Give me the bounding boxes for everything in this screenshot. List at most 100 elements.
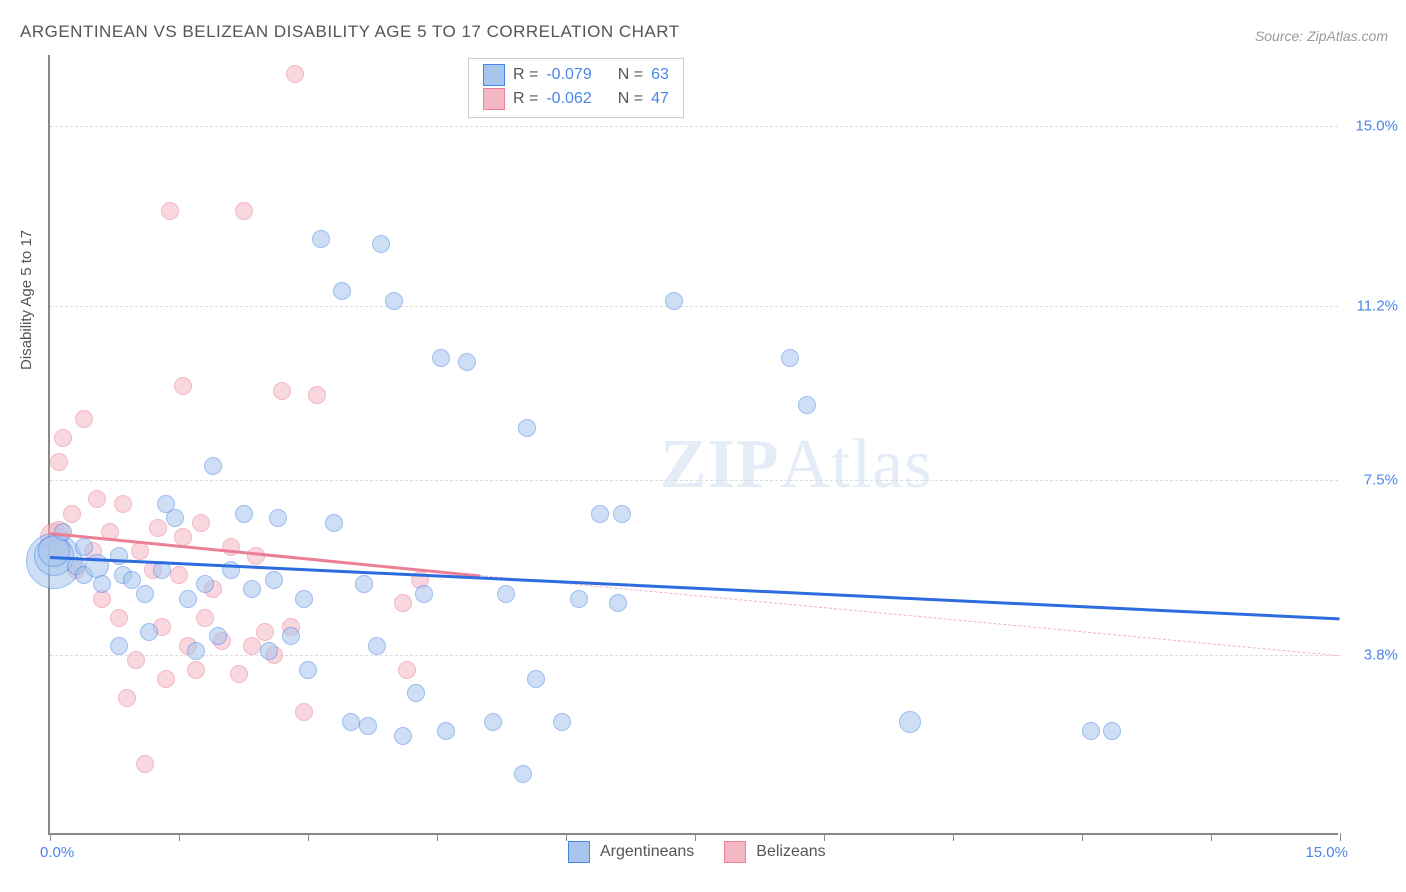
data-point [243, 580, 261, 598]
data-point [88, 490, 106, 508]
data-point [161, 202, 179, 220]
data-point [394, 594, 412, 612]
data-point [204, 457, 222, 475]
data-point [174, 528, 192, 546]
data-point [136, 755, 154, 773]
data-point [333, 282, 351, 300]
data-point [269, 509, 287, 527]
x-tick [695, 833, 696, 841]
data-point [407, 684, 425, 702]
data-point [299, 661, 317, 679]
n-label: N = [618, 90, 643, 108]
x-tick [437, 833, 438, 841]
data-point [527, 670, 545, 688]
data-point [63, 505, 81, 523]
chart-container: ARGENTINEAN VS BELIZEAN DISABILITY AGE 5… [0, 0, 1406, 892]
data-point [114, 495, 132, 513]
data-point [187, 661, 205, 679]
data-point [235, 505, 253, 523]
n-label: N = [618, 66, 643, 84]
watermark-suffix: Atlas [780, 426, 933, 503]
data-point [665, 292, 683, 310]
gridline [50, 126, 1338, 127]
stat-row: R = -0.079 N = 63 [483, 63, 669, 87]
data-point [372, 235, 390, 253]
data-point [355, 575, 373, 593]
data-point [518, 419, 536, 437]
data-point [282, 627, 300, 645]
data-point [54, 429, 72, 447]
data-point [118, 689, 136, 707]
watermark-text: ZIPAtlas [660, 425, 932, 505]
data-point [192, 514, 210, 532]
data-point [295, 703, 313, 721]
legend-swatch-icon [483, 64, 505, 86]
data-point [385, 292, 403, 310]
legend-swatch-icon [483, 88, 505, 110]
data-point [243, 637, 261, 655]
data-point [394, 727, 412, 745]
legend: ArgentineansBelizeans [568, 841, 846, 863]
data-point [179, 590, 197, 608]
watermark-prefix: ZIP [660, 426, 780, 503]
data-point [157, 495, 175, 513]
gridline [50, 480, 1338, 481]
n-value: 63 [651, 66, 669, 84]
legend-swatch-icon [568, 841, 590, 863]
x-tick [1211, 833, 1212, 841]
data-point [209, 627, 227, 645]
data-point [136, 585, 154, 603]
data-point [265, 571, 283, 589]
data-point [308, 386, 326, 404]
data-point [50, 453, 68, 471]
x-tick [953, 833, 954, 841]
data-point [1082, 722, 1100, 740]
data-point [432, 349, 450, 367]
gridline [50, 306, 1338, 307]
data-point [75, 538, 93, 556]
y-tick-label: 11.2% [1357, 297, 1398, 314]
data-point [398, 661, 416, 679]
y-tick-label: 7.5% [1364, 472, 1398, 489]
data-point [187, 642, 205, 660]
data-point [149, 519, 167, 537]
data-point [899, 711, 921, 733]
r-label: R = [513, 66, 538, 84]
data-point [295, 590, 313, 608]
legend-label: Argentineans [600, 843, 694, 861]
chart-title: ARGENTINEAN VS BELIZEAN DISABILITY AGE 5… [20, 22, 680, 42]
x-tick [566, 833, 567, 841]
data-point [131, 542, 149, 560]
data-point [458, 353, 476, 371]
r-value: -0.079 [546, 66, 591, 84]
stat-box: R = -0.079 N = 63 R = -0.062 N = 47 [468, 58, 684, 118]
data-point [260, 642, 278, 660]
data-point [174, 377, 192, 395]
data-point [368, 637, 386, 655]
source-attribution: Source: ZipAtlas.com [1255, 28, 1388, 44]
data-point [196, 609, 214, 627]
x-axis-max-label: 15.0% [1305, 844, 1348, 861]
data-point [359, 717, 377, 735]
data-point [110, 609, 128, 627]
data-point [609, 594, 627, 612]
data-point [170, 566, 188, 584]
data-point [484, 713, 502, 731]
y-tick-label: 15.0% [1355, 117, 1398, 134]
x-tick [1340, 833, 1341, 841]
data-point [93, 575, 111, 593]
data-point [312, 230, 330, 248]
x-tick [308, 833, 309, 841]
stat-row: R = -0.062 N = 47 [483, 87, 669, 111]
data-point [798, 396, 816, 414]
r-value: -0.062 [546, 90, 591, 108]
y-axis-title: Disability Age 5 to 17 [18, 230, 35, 370]
data-point [342, 713, 360, 731]
data-point [781, 349, 799, 367]
data-point [127, 651, 145, 669]
r-label: R = [513, 90, 538, 108]
x-tick [179, 833, 180, 841]
data-point [437, 722, 455, 740]
data-point [140, 623, 158, 641]
n-value: 47 [651, 90, 669, 108]
